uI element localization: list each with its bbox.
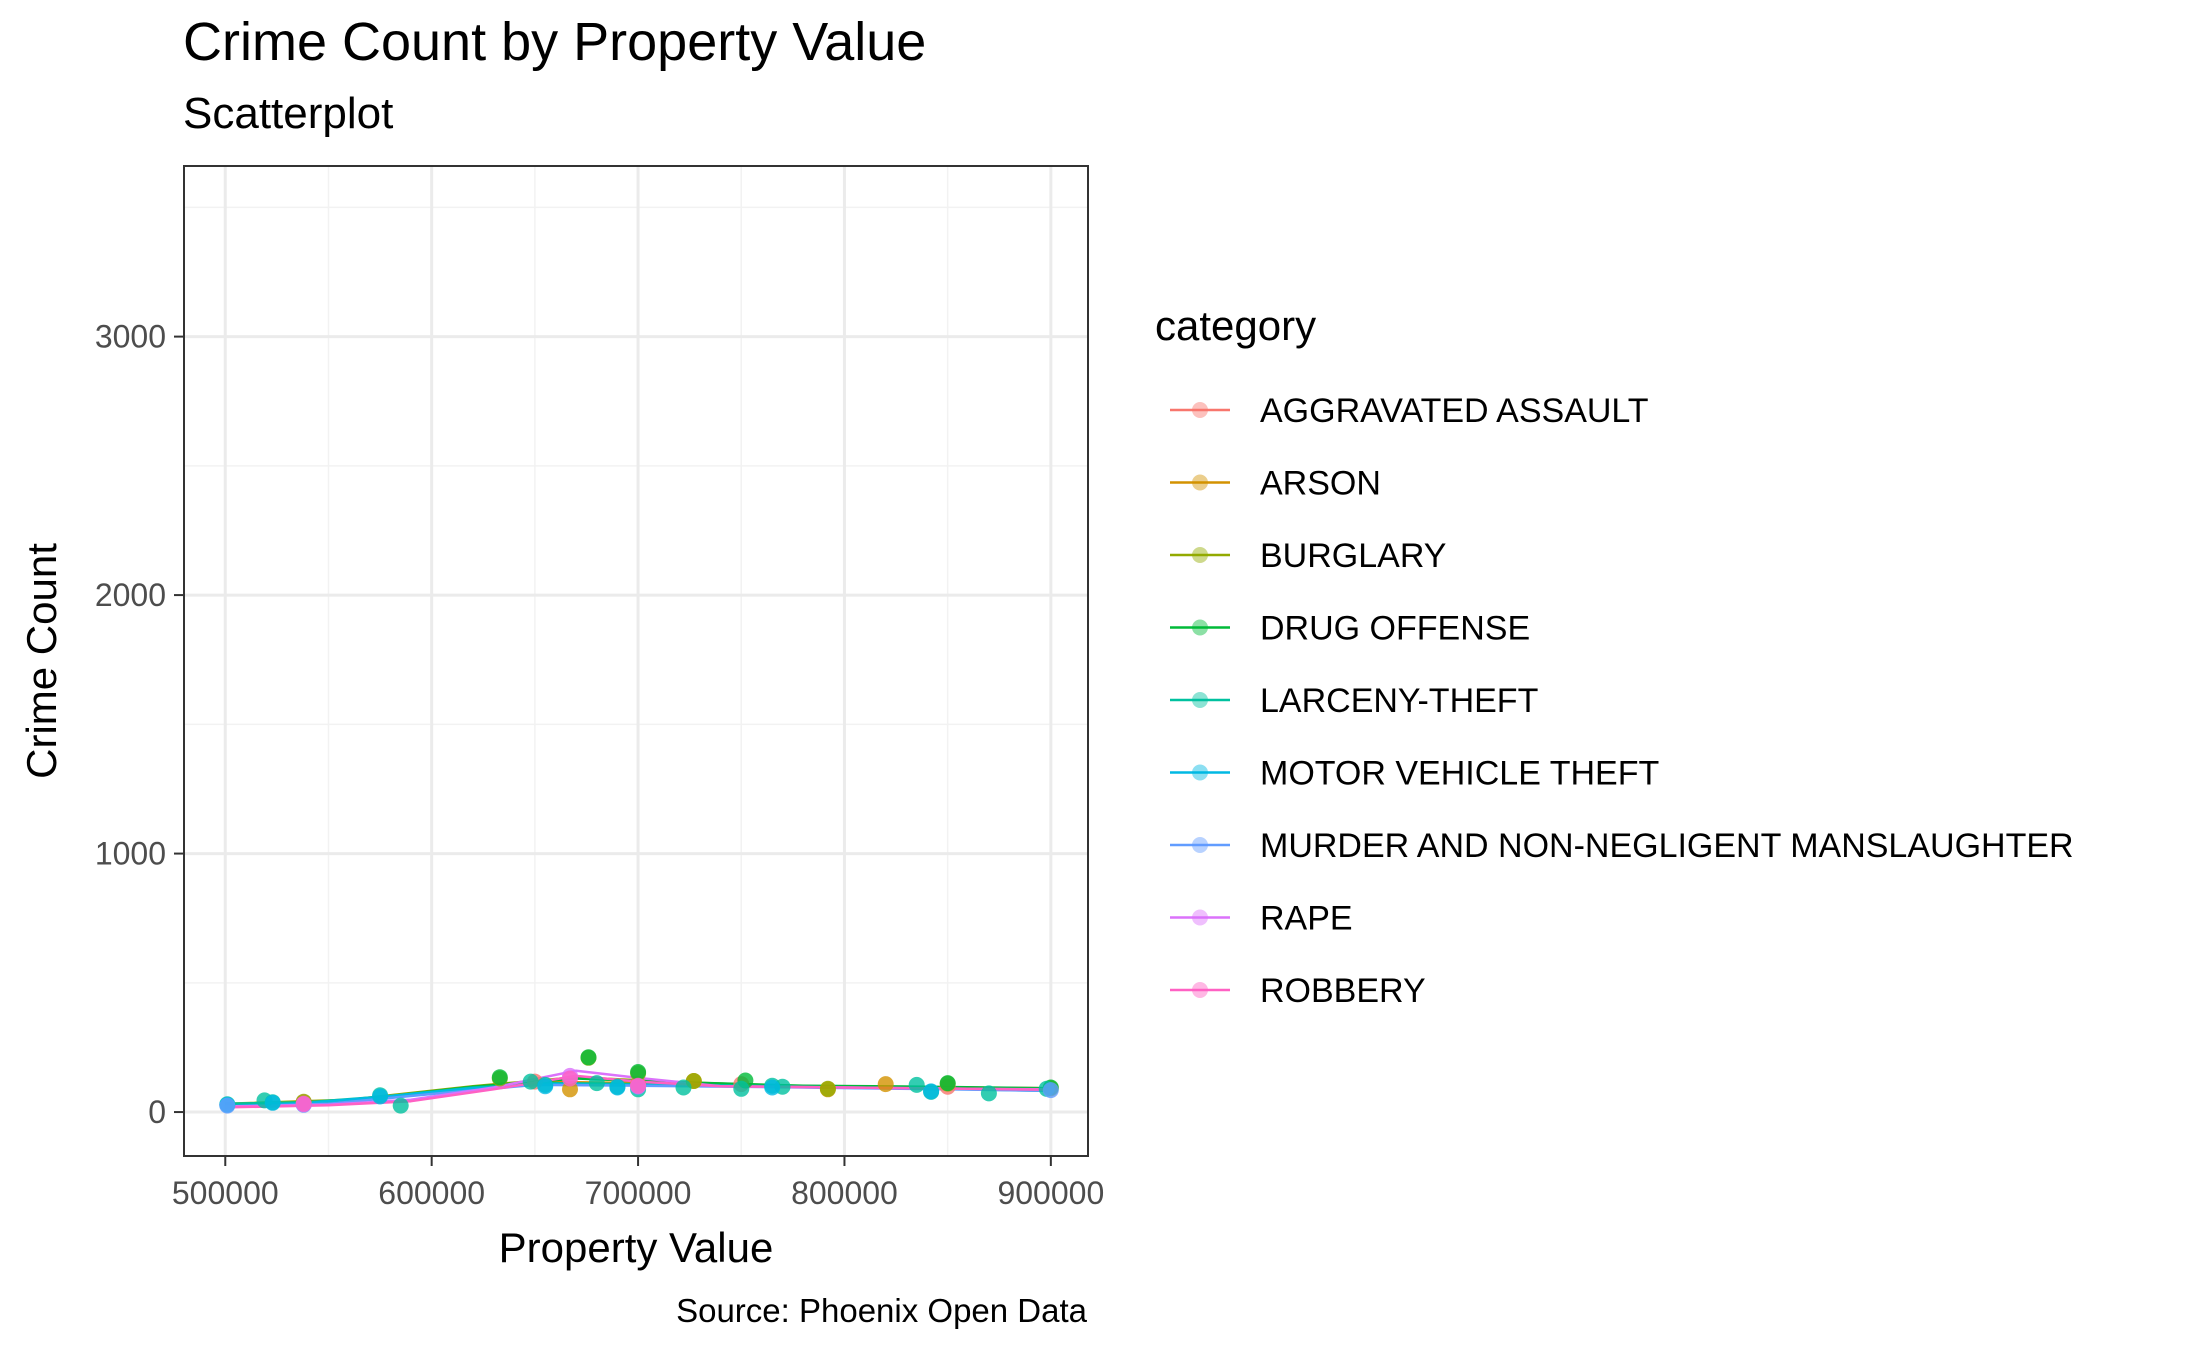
y-axis-ticks: 0 1000 2000 3000 bbox=[95, 319, 184, 1130]
y-tick-label: 2000 bbox=[95, 577, 166, 613]
legend-label: LARCENY-THEFT bbox=[1260, 682, 1538, 720]
legend-label: DRUG OFFENSE bbox=[1260, 610, 1530, 648]
legend-label: AGGRAVATED ASSAULT bbox=[1260, 392, 1649, 430]
y-tick-label: 0 bbox=[148, 1094, 166, 1130]
legend-item: LARCENY-THEFT bbox=[1170, 682, 1538, 720]
major-gridlines bbox=[184, 166, 1088, 1156]
y-axis-title: Crime Count bbox=[18, 543, 65, 779]
legend-item: AGGRAVATED ASSAULT bbox=[1170, 392, 1649, 430]
scatter-point bbox=[908, 1076, 925, 1093]
legend-key-point bbox=[1192, 909, 1208, 926]
scatter-point bbox=[295, 1095, 312, 1112]
x-axis-ticks: 500000 600000 700000 800000 900000 bbox=[172, 1156, 1104, 1211]
scatter-point bbox=[1042, 1082, 1059, 1099]
scatter-point bbox=[522, 1073, 539, 1090]
y-tick-label: 1000 bbox=[95, 836, 166, 872]
scatter-point bbox=[877, 1076, 894, 1093]
x-tick-label: 800000 bbox=[791, 1175, 898, 1211]
legend-title: category bbox=[1155, 302, 1316, 349]
x-tick-label: 900000 bbox=[997, 1175, 1104, 1211]
legend-item: MOTOR VEHICLE THEFT bbox=[1170, 755, 1659, 793]
legend-label: ARSON bbox=[1260, 465, 1381, 503]
scatter-point bbox=[733, 1080, 750, 1097]
scatter-point bbox=[980, 1085, 997, 1102]
legend-item: ARSON bbox=[1170, 465, 1381, 503]
legend-label: MURDER AND NON-NEGLIGENT MANSLAUGHTER bbox=[1260, 827, 2074, 865]
legend-label: MOTOR VEHICLE THEFT bbox=[1260, 755, 1659, 793]
scatter-point bbox=[764, 1079, 781, 1096]
scatter-point bbox=[819, 1080, 836, 1097]
legend-item: RAPE bbox=[1170, 900, 1353, 938]
scatter-point bbox=[630, 1064, 647, 1080]
legend-key-point bbox=[1192, 982, 1208, 998]
smooth-line bbox=[225, 1074, 1051, 1109]
legend-item: ROBBERY bbox=[1170, 972, 1426, 1010]
plot-border bbox=[183, 165, 1089, 1157]
chart-caption: Source: Phoenix Open Data bbox=[676, 1292, 1088, 1329]
legend-key-point bbox=[1192, 474, 1208, 491]
legend-label: RAPE bbox=[1260, 900, 1353, 938]
y-tick-label: 3000 bbox=[95, 319, 166, 355]
scatter-point bbox=[219, 1097, 236, 1114]
x-axis-title: Property Value bbox=[499, 1224, 774, 1271]
minor-gridlines bbox=[184, 166, 1088, 1156]
legend-key-point bbox=[1192, 692, 1208, 708]
scatter-point bbox=[588, 1075, 605, 1092]
scatter-point bbox=[675, 1079, 692, 1096]
chart-subtitle: Scatterplot bbox=[183, 89, 393, 138]
scatter-point bbox=[372, 1088, 389, 1105]
scatter-point bbox=[923, 1083, 940, 1100]
legend-item: DRUG OFFENSE bbox=[1170, 610, 1530, 648]
legend-item: MURDER AND NON-NEGLIGENT MANSLAUGHTER bbox=[1170, 827, 2074, 865]
legend-key-point bbox=[1192, 402, 1208, 418]
x-tick-label: 700000 bbox=[585, 1175, 692, 1211]
legend-key-point bbox=[1192, 619, 1208, 636]
x-tick-label: 600000 bbox=[378, 1175, 485, 1211]
scatter-point bbox=[630, 1077, 647, 1094]
scatter-point bbox=[939, 1075, 956, 1092]
data-points bbox=[219, 1049, 1059, 1114]
scatter-point bbox=[392, 1097, 409, 1114]
plot-panel bbox=[184, 166, 1088, 1156]
legend-label: ROBBERY bbox=[1260, 972, 1426, 1010]
x-tick-label: 500000 bbox=[172, 1175, 279, 1211]
legend-label: BURGLARY bbox=[1260, 537, 1446, 575]
scatter-point bbox=[264, 1094, 281, 1111]
scatter-point bbox=[609, 1079, 626, 1096]
chart-title: Crime Count by Property Value bbox=[183, 12, 926, 72]
legend: AGGRAVATED ASSAULT ARSON BURGLARY DRUG OFFE… bbox=[1170, 392, 2074, 1010]
legend-key-point bbox=[1192, 547, 1208, 563]
legend-key-point bbox=[1192, 837, 1208, 853]
scatter-point bbox=[562, 1070, 578, 1087]
legend-key-point bbox=[1192, 764, 1208, 781]
legend-item: BURGLARY bbox=[1170, 537, 1446, 575]
scatter-point bbox=[580, 1049, 597, 1066]
scatter-point bbox=[537, 1078, 554, 1095]
scatter-point bbox=[491, 1069, 508, 1086]
